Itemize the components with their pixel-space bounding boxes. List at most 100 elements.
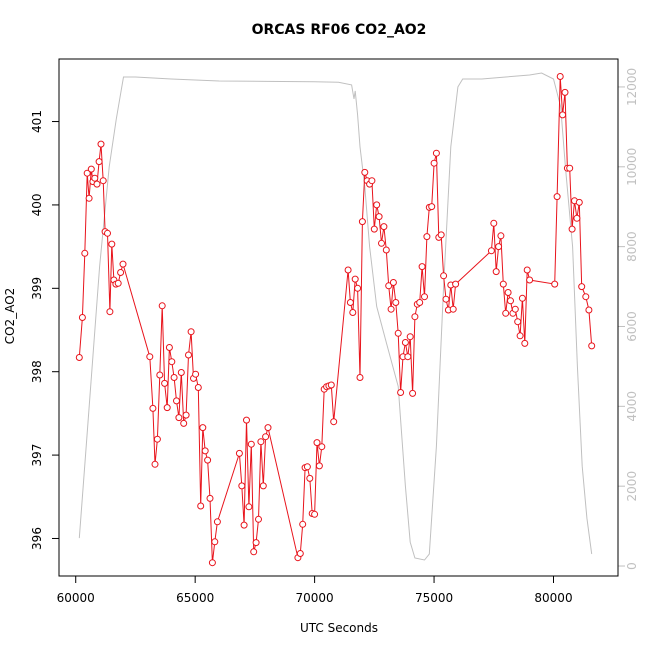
co2-point bbox=[401, 339, 409, 346]
co2-point bbox=[385, 282, 393, 290]
co2-point bbox=[387, 305, 395, 313]
y-tick-label: 397 bbox=[30, 444, 44, 467]
y-tick-label: 399 bbox=[30, 277, 44, 300]
co2-point bbox=[585, 306, 593, 314]
co2-point bbox=[556, 73, 564, 80]
co2-point bbox=[95, 158, 103, 166]
co2-point bbox=[497, 232, 505, 240]
co2-point bbox=[243, 416, 250, 424]
co2-point bbox=[182, 411, 190, 419]
co2-point bbox=[318, 443, 326, 451]
co2-point bbox=[83, 169, 91, 177]
co2-point bbox=[240, 521, 248, 529]
co2-point bbox=[165, 344, 173, 351]
co2-point bbox=[588, 342, 596, 350]
co2-point bbox=[406, 333, 414, 341]
co2-point bbox=[411, 313, 419, 321]
co2-point bbox=[97, 140, 105, 148]
co2-point bbox=[418, 263, 426, 271]
co2-point bbox=[358, 218, 366, 226]
co2-point bbox=[361, 168, 369, 176]
co2-point bbox=[428, 203, 436, 211]
co2-point bbox=[262, 433, 270, 441]
co2-point bbox=[504, 289, 512, 296]
co2-point bbox=[380, 223, 388, 231]
co2-point bbox=[430, 159, 438, 167]
co2-point bbox=[206, 494, 214, 502]
co2-point bbox=[315, 462, 323, 470]
co2-point bbox=[235, 449, 243, 457]
co2-point bbox=[566, 164, 574, 172]
co2-point bbox=[330, 418, 338, 426]
co2-point bbox=[378, 239, 385, 247]
co2-point bbox=[108, 240, 116, 248]
co2-point bbox=[149, 404, 157, 412]
co2-point bbox=[192, 370, 200, 378]
co2-point bbox=[561, 88, 569, 96]
axes: 60000 65000 70000 75000 80000396397398399400… bbox=[30, 68, 639, 605]
y-tick-label: 396 bbox=[30, 527, 44, 550]
co2-point bbox=[356, 374, 364, 381]
co2-point bbox=[382, 246, 390, 254]
co2-point bbox=[573, 214, 581, 222]
co2-point bbox=[252, 539, 260, 547]
co2-point bbox=[502, 309, 510, 317]
co2-point bbox=[327, 381, 335, 389]
co2-point bbox=[313, 439, 321, 447]
co2-point bbox=[518, 294, 526, 302]
altitude-line bbox=[78, 72, 593, 561]
co2-point bbox=[551, 280, 559, 288]
co2-point bbox=[185, 351, 192, 359]
y-tick-label: 398 bbox=[30, 360, 44, 383]
co2-point bbox=[158, 302, 166, 310]
co2-point bbox=[173, 397, 180, 405]
co2-point bbox=[523, 266, 531, 274]
co2-point bbox=[211, 538, 219, 546]
co2-point bbox=[375, 213, 383, 221]
co2-point bbox=[373, 201, 381, 209]
co2-point bbox=[199, 424, 207, 432]
co2-point bbox=[175, 414, 183, 422]
co2-point bbox=[177, 369, 185, 376]
co2-point bbox=[452, 280, 460, 288]
co2-point bbox=[351, 275, 359, 283]
co2-point bbox=[349, 309, 357, 316]
y-tick-label: 400 bbox=[30, 193, 44, 216]
co2-point bbox=[151, 460, 159, 468]
y2-tick-label: 4000 bbox=[625, 391, 639, 422]
co2-point bbox=[213, 518, 221, 526]
co2-point bbox=[255, 515, 262, 523]
co2-point bbox=[163, 404, 171, 412]
co2-point bbox=[299, 520, 307, 528]
co2-point bbox=[257, 438, 265, 446]
co2-point bbox=[521, 339, 529, 347]
plot-frame bbox=[58, 58, 619, 577]
co2-point bbox=[416, 299, 424, 306]
co2-point bbox=[78, 314, 86, 321]
co2-point bbox=[368, 177, 376, 185]
co2-point bbox=[296, 550, 304, 557]
co2-point bbox=[437, 231, 445, 239]
co2-point bbox=[170, 374, 178, 381]
co2-point bbox=[553, 193, 561, 201]
co2-point bbox=[197, 502, 205, 510]
co2-point bbox=[104, 229, 111, 237]
x-axis-label: UTC Seconds bbox=[300, 621, 378, 635]
co2-point bbox=[492, 268, 500, 276]
co2-point bbox=[194, 384, 202, 391]
co2-point bbox=[187, 328, 195, 336]
y-tick-label: 401 bbox=[30, 110, 44, 133]
co2-point bbox=[394, 329, 402, 337]
co2-point bbox=[423, 233, 431, 241]
y2-tick-label: 12000 bbox=[625, 68, 639, 106]
altitude-series bbox=[78, 72, 593, 561]
co2-point bbox=[201, 447, 209, 455]
x-tick-label: 70000 bbox=[296, 591, 334, 605]
co2-point bbox=[514, 318, 522, 326]
co2-point bbox=[499, 280, 507, 288]
co2-point bbox=[370, 225, 378, 233]
co2-point bbox=[303, 463, 311, 471]
co2-point bbox=[568, 225, 576, 233]
co2-point bbox=[404, 353, 412, 361]
co2-point bbox=[582, 293, 590, 301]
